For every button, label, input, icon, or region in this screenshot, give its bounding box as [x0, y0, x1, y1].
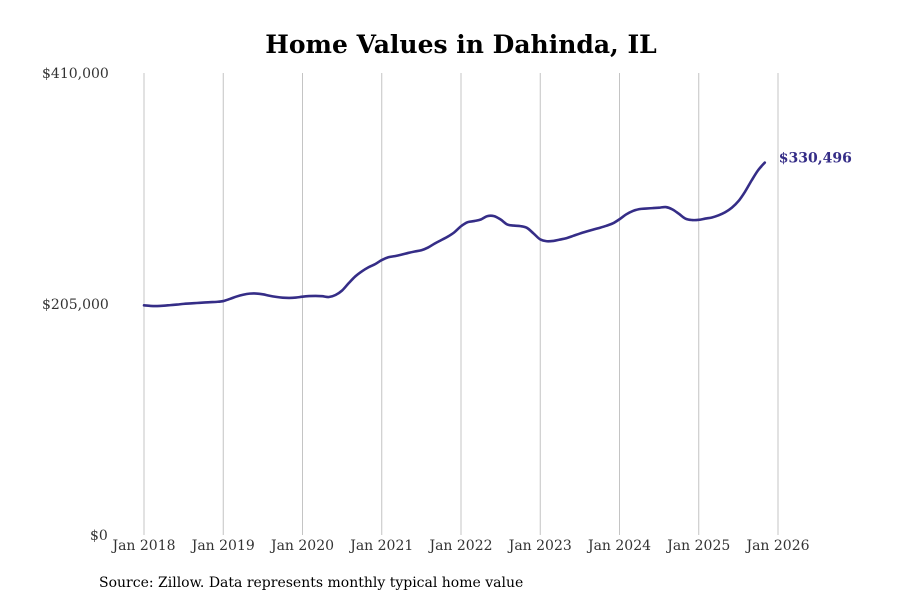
- y-axis-ticks: $0 $205,000 $410,000: [42, 66, 109, 544]
- end-value-label: $330,496: [779, 151, 852, 167]
- x-tick-label: Jan 2023: [507, 538, 572, 554]
- x-tick-label: Jan 2025: [665, 538, 730, 554]
- x-tick-label: Jan 2019: [190, 538, 255, 554]
- chart-title: Home Values in Dahinda, IL: [265, 30, 657, 59]
- x-tick-label: Jan 2024: [586, 538, 651, 554]
- x-tick-label: Jan 2021: [348, 538, 413, 554]
- x-tick-label: Jan 2022: [427, 538, 492, 554]
- y-tick-label: $205,000: [42, 297, 109, 313]
- y-tick-label: $0: [90, 528, 108, 544]
- gridlines: [143, 73, 779, 535]
- series-layer: $330,496: [142, 151, 852, 308]
- y-tick-label: $410,000: [42, 66, 109, 82]
- x-tick-label: Jan 2018: [110, 538, 175, 554]
- source-note: Source: Zillow. Data represents monthly …: [99, 575, 523, 591]
- x-tick-label: Jan 2020: [269, 538, 334, 554]
- series-line-0: [142, 161, 767, 308]
- x-tick-label: Jan 2026: [744, 538, 809, 554]
- x-axis-ticks: Jan 2018 Jan 2019 Jan 2020 Jan 2021 Jan 2022…: [110, 538, 809, 554]
